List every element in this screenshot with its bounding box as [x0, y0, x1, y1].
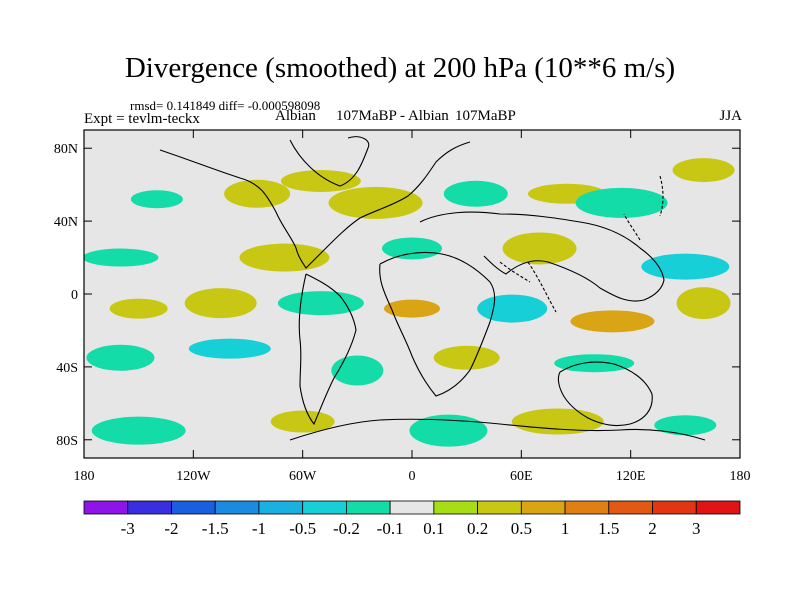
contour-patch: [130, 190, 183, 209]
coastline-east-asia: [623, 175, 664, 241]
colorbar-label: 3: [692, 519, 701, 538]
contour-patch: [384, 299, 440, 318]
contour-patch: [511, 408, 604, 435]
contour-patch: [188, 338, 271, 359]
x-axis: 180 120W 60W 0 60E 120E 180: [74, 130, 751, 484]
colorbar: -3 -2 -1.5 -1 -0.5 -0.2 -0.1 0.1 0.2 0.5 1 1.5 2 3: [83, 500, 741, 538]
contour-patch: [91, 416, 186, 445]
y-tick-label: 0: [71, 288, 78, 303]
coastline-south-america: [298, 273, 357, 426]
coastline-australia: [557, 361, 653, 427]
colorbar-label: 0.1: [423, 519, 444, 538]
case-label-middle: 107MaBP - Albian: [336, 108, 449, 124]
colorbar-label: -3: [121, 519, 135, 538]
contour-patch: [575, 187, 668, 218]
coastline-island-arc: [499, 261, 557, 313]
colorbar-swatch: [214, 500, 260, 515]
coastline-africa: [379, 251, 496, 397]
y-tick-label: 80S: [56, 434, 78, 449]
contour-patch: [641, 253, 730, 280]
colorbar-swatch: [127, 500, 172, 515]
colorbar-label: 0.5: [511, 519, 532, 538]
rmsd-diff-stats: rmsd= 0.141849 diff= -0.000598098: [130, 98, 321, 113]
y-tick-label: 40S: [56, 361, 78, 376]
contour-patch: [224, 179, 291, 208]
x-tick-label: 180: [74, 469, 95, 484]
colorbar-swatch: [433, 500, 479, 515]
contour-patch: [328, 186, 423, 219]
x-tick-label: 60W: [289, 469, 317, 484]
colorbar-label: 0.2: [467, 519, 488, 538]
contour-patch: [84, 248, 159, 267]
contour-patch: [239, 243, 330, 272]
coastlines: [159, 136, 706, 441]
x-tick-label: 0: [409, 469, 416, 484]
case-label-left: Albian: [275, 108, 316, 124]
contour-patch: [382, 237, 442, 260]
coastline-greenland: [289, 136, 370, 187]
coastline-eurasia: [419, 211, 665, 302]
colorbar-swatch: [171, 500, 216, 515]
x-tick-label: 60E: [510, 469, 533, 484]
contour-patch: [109, 298, 168, 319]
contour-patch: [277, 291, 364, 316]
coastline-antarctica: [289, 418, 706, 441]
colorbar-label: -0.1: [377, 519, 404, 538]
contour-patch: [433, 345, 500, 370]
colorbar-swatch: [389, 500, 435, 515]
y-tick-label: 40N: [54, 215, 78, 230]
contour-patch: [331, 355, 384, 386]
colorbar-label: -0.2: [333, 519, 360, 538]
x-tick-label: 120W: [176, 469, 211, 484]
colorbar-label: -0.5: [289, 519, 316, 538]
colorbar-swatch: [695, 500, 741, 515]
colorbar-swatch: [258, 500, 304, 515]
colorbar-label: 2: [648, 519, 657, 538]
contour-patch: [676, 287, 731, 320]
contour-patch: [672, 158, 735, 183]
colorbar-swatch: [345, 500, 391, 515]
colorbar-swatch: [564, 500, 610, 515]
colorbar-swatch: [652, 500, 697, 515]
map-background: [84, 130, 740, 458]
contour-patch: [554, 354, 635, 373]
experiment-label: Expt = tevlm-teckx: [84, 111, 200, 127]
contour-patch: [443, 180, 508, 207]
colorbar-swatch: [477, 500, 522, 515]
case-label-right: 107MaBP: [455, 108, 516, 124]
season-label: JJA: [719, 108, 742, 124]
contour-patch: [86, 344, 155, 371]
contour-patch: [270, 410, 335, 433]
colorbar-swatch: [83, 500, 129, 515]
colorbar-swatch: [520, 500, 566, 515]
contour-patch: [654, 415, 717, 436]
contour-patch: [184, 288, 257, 319]
coastline-north-america: [159, 141, 471, 269]
y-tick-label: 80N: [54, 142, 78, 157]
colorbar-label: 1: [561, 519, 570, 538]
contour-patch: [409, 414, 488, 447]
colorbar-swatch: [302, 500, 347, 515]
x-tick-label: 180: [730, 469, 751, 484]
colorbar-label: -1.5: [202, 519, 229, 538]
contour-patch: [477, 294, 548, 323]
y-axis: 80N 40N 0 40S 80S: [54, 142, 740, 449]
contour-patch: [502, 232, 577, 265]
colorbar-swatch: [608, 500, 653, 515]
x-tick-label: 120E: [616, 469, 646, 484]
contour-patch: [570, 310, 655, 333]
colorbar-label: -2: [164, 519, 178, 538]
contour-patch: [280, 170, 361, 193]
colorbar-label: -1: [252, 519, 266, 538]
plot-title: Divergence (smoothed) at 200 hPa (10**6 …: [124, 52, 676, 84]
colorbar-label: 1.5: [598, 519, 619, 538]
contour-fills: [84, 158, 735, 447]
